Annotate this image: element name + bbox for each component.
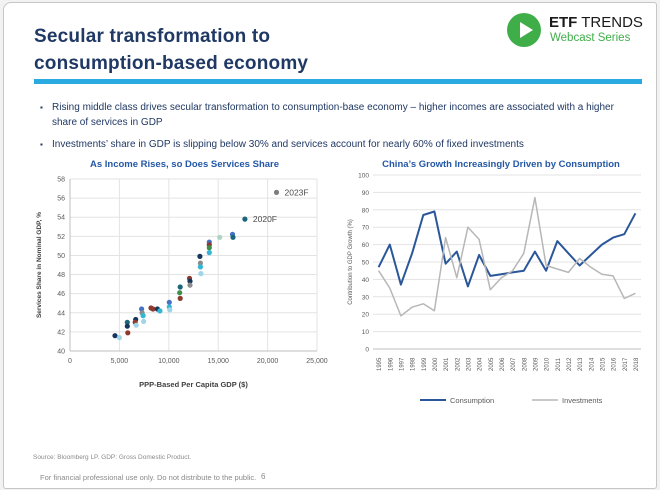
svg-text:54: 54 — [57, 215, 65, 222]
svg-text:5,000: 5,000 — [111, 358, 129, 365]
bullet-list: ▪ Rising middle class drives secular tra… — [40, 100, 636, 159]
svg-text:58: 58 — [57, 177, 65, 184]
slide-title: Secular transformation to consumption-ba… — [34, 23, 504, 77]
scatter-chart-title: As Income Rises, so Does Services Share — [89, 159, 280, 170]
list-item: ▪ Rising middle class drives secular tra… — [40, 100, 636, 130]
svg-text:1997: 1997 — [399, 357, 405, 371]
bullet-text: Investments’ share in GDP is slipping be… — [52, 139, 524, 150]
services-share-scatter-chart: 40 42 44 46 48 50 52 54 56 58 0 5,000 10,000 15,000 20… — [36, 177, 328, 390]
svg-text:2005: 2005 — [489, 357, 495, 371]
svg-text:Contribution to GDP Growth (%): Contribution to GDP Growth (%) — [348, 219, 354, 305]
brand-subtitle: Webcast Series — [550, 32, 631, 44]
slide-title-line2: consumption-based economy — [34, 53, 309, 74]
brand-name: ETF TRENDS — [549, 14, 643, 31]
svg-text:2000: 2000 — [433, 357, 439, 371]
svg-text:2011: 2011 — [556, 357, 562, 371]
svg-text:2003: 2003 — [466, 357, 472, 371]
svg-text:2001: 2001 — [444, 357, 450, 371]
svg-text:80: 80 — [362, 207, 370, 214]
svg-text:2006: 2006 — [500, 357, 506, 371]
svg-text:Services Share in Nominal GDP,: Services Share in Nominal GDP, % — [36, 212, 43, 318]
svg-text:46: 46 — [57, 291, 65, 298]
svg-text:50: 50 — [57, 253, 65, 260]
svg-text:1995: 1995 — [377, 357, 383, 371]
svg-text:40: 40 — [362, 277, 370, 284]
svg-text:Consumption: Consumption — [450, 396, 494, 405]
page-number: 6 — [261, 472, 266, 481]
svg-text:20,000: 20,000 — [257, 358, 279, 365]
svg-text:25,000: 25,000 — [306, 358, 328, 365]
svg-text:2023F: 2023F — [285, 187, 309, 197]
line-chart-title: China’s Growth Increasingly Driven by Co… — [382, 159, 620, 170]
svg-text:90: 90 — [362, 190, 370, 197]
svg-text:2016: 2016 — [612, 357, 618, 371]
svg-text:2004: 2004 — [478, 357, 484, 371]
svg-text:2012: 2012 — [567, 357, 573, 371]
brand-bold: ETF — [549, 14, 578, 31]
svg-text:2010: 2010 — [545, 357, 551, 371]
source-note: Source: Bloomberg LP. GDP: Gross Domesti… — [33, 454, 192, 461]
svg-text:2018: 2018 — [634, 357, 640, 371]
svg-text:2014: 2014 — [589, 357, 595, 371]
brand-regular: TRENDS — [577, 14, 643, 31]
svg-text:2007: 2007 — [511, 357, 517, 371]
svg-text:2015: 2015 — [600, 357, 606, 371]
bullet-square-icon: ▪ — [40, 103, 43, 112]
etf-trends-logo: ETF TRENDS Webcast Series — [507, 11, 656, 51]
svg-text:40: 40 — [57, 349, 65, 356]
slide-title-line1: Secular transformation to — [34, 26, 271, 47]
svg-text:10: 10 — [362, 329, 370, 336]
svg-text:PPP-Based Per Capita GDP ($): PPP-Based Per Capita GDP ($) — [139, 380, 248, 389]
svg-text:15,000: 15,000 — [207, 358, 229, 365]
svg-text:1996: 1996 — [388, 357, 394, 371]
svg-text:2017: 2017 — [623, 357, 629, 371]
bullet-text: Rising middle class drives secular trans… — [52, 102, 614, 128]
svg-text:70: 70 — [362, 225, 370, 232]
svg-text:0: 0 — [68, 358, 72, 365]
svg-text:56: 56 — [57, 196, 65, 203]
svg-text:0: 0 — [365, 347, 369, 354]
china-growth-line-chart: 0 10 20 30 40 50 60 70 80 90 100 1995 1996 1997 1998 19… — [348, 173, 641, 405]
play-icon — [507, 13, 541, 47]
svg-text:30: 30 — [362, 294, 370, 301]
svg-text:2020F: 2020F — [253, 214, 277, 224]
svg-text:48: 48 — [57, 272, 65, 279]
disclaimer-text: For financial professional use only. Do … — [40, 473, 257, 482]
title-underline-bar — [34, 79, 642, 84]
svg-text:42: 42 — [57, 329, 65, 336]
svg-text:44: 44 — [57, 310, 65, 317]
svg-text:1999: 1999 — [422, 357, 428, 371]
svg-text:100: 100 — [358, 173, 369, 180]
svg-text:50: 50 — [362, 260, 370, 267]
svg-text:Investments: Investments — [562, 396, 603, 405]
svg-text:10,000: 10,000 — [158, 358, 180, 365]
svg-text:2002: 2002 — [455, 357, 461, 371]
svg-text:2013: 2013 — [578, 357, 584, 371]
svg-text:52: 52 — [57, 234, 65, 241]
svg-text:1998: 1998 — [411, 357, 417, 371]
svg-text:60: 60 — [362, 242, 370, 249]
svg-text:2009: 2009 — [533, 357, 539, 371]
svg-text:2008: 2008 — [522, 357, 528, 371]
slide: Secular transformation to consumption-ba… — [3, 2, 657, 489]
svg-text:20: 20 — [362, 312, 370, 319]
list-item: ▪ Investments’ share in GDP is slipping … — [40, 137, 636, 152]
bullet-square-icon: ▪ — [40, 140, 43, 149]
